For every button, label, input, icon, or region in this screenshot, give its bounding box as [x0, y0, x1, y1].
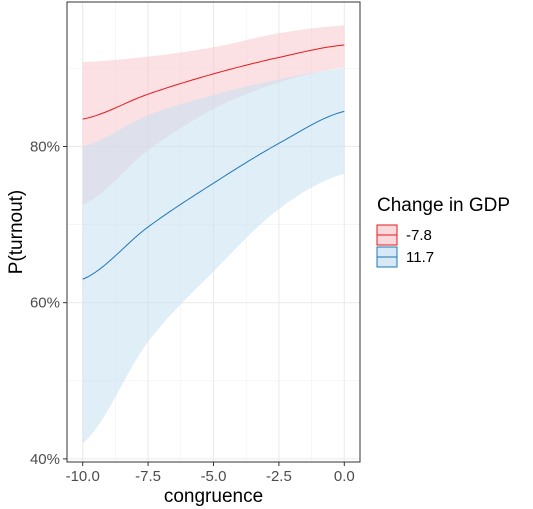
confidence-bands — [82, 25, 345, 444]
y-tick-label: 60% — [30, 295, 60, 312]
x-tick-label: -2.5 — [266, 468, 292, 485]
x-axis-title: congruence — [164, 486, 263, 507]
y-tick-label: 40% — [30, 451, 60, 468]
legend-title: Change in GDP — [377, 195, 510, 216]
x-axis: -10.0 -7.5 -5.0 -2.5 0.0 — [66, 462, 355, 485]
y-tick-label: 80% — [30, 138, 60, 155]
y-axis-title: P(turnout) — [6, 190, 27, 274]
legend: Change in GDP -7.8 11.7 — [376, 195, 510, 268]
x-tick-label: -10.0 — [66, 468, 100, 485]
confidence-band-1 — [82, 68, 345, 444]
y-axis: 40% 60% 80% — [30, 138, 67, 468]
x-tick-label: -7.5 — [135, 468, 161, 485]
series-lines — [82, 44, 345, 280]
legend-label-1: 11.7 — [406, 249, 434, 266]
series-line-0 — [82, 44, 345, 120]
x-tick-label: 0.0 — [334, 468, 355, 485]
legend-label-0: -7.8 — [406, 227, 432, 244]
confidence-band-0 — [82, 25, 345, 206]
series-line-1 — [82, 110, 345, 280]
x-tick-label: -5.0 — [201, 468, 227, 485]
